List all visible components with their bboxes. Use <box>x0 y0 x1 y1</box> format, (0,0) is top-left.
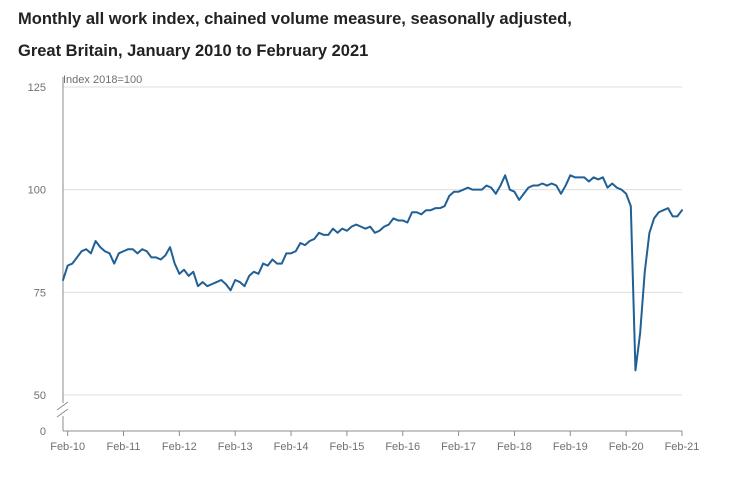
axis-break-mark <box>56 401 69 418</box>
series-line-1 <box>62 174 683 372</box>
x-tick-Feb-11: Feb-11 <box>106 441 140 453</box>
x-tick-Feb-12: Feb-12 <box>162 441 197 453</box>
x-tick-Feb-19: Feb-19 <box>553 441 588 453</box>
x-tick-Feb-16: Feb-16 <box>385 441 420 453</box>
x-tick-Feb-20: Feb-20 <box>609 441 644 453</box>
chart-title-line-1: Monthly all work index, chained volume m… <box>18 10 572 28</box>
x-tick-Feb-17: Feb-17 <box>441 441 476 453</box>
x-tick-Feb-15: Feb-15 <box>329 441 364 453</box>
y-tick-100: 100 <box>28 185 46 197</box>
y-tick-125: 125 <box>28 82 46 94</box>
y-tick-75: 75 <box>34 287 46 299</box>
y-axis-tick-labels: 125 100 75 50 0 <box>28 82 46 438</box>
y-tick-50: 50 <box>34 390 46 402</box>
series-layer <box>62 174 683 372</box>
gridlines <box>63 86 682 396</box>
x-tick-Feb-21: Feb-21 <box>665 441 700 453</box>
x-tick-Feb-13: Feb-13 <box>218 441 253 453</box>
x-tick-Feb-18: Feb-18 <box>497 441 532 453</box>
y-tick-0: 0 <box>40 426 46 438</box>
axes <box>56 77 682 432</box>
x-tick-Feb-14: Feb-14 <box>274 441 309 453</box>
x-axis-tick-labels: Feb-10 Feb-11 Feb-12 Feb-13 Feb-14 Feb-15 Feb-… <box>50 431 699 453</box>
x-tick-Feb-10: Feb-10 <box>50 441 85 453</box>
y-axis-unit-label: Index 2018=100 <box>63 74 142 86</box>
chart-title-line-2: Great Britain, January 2010 to February … <box>18 42 369 60</box>
